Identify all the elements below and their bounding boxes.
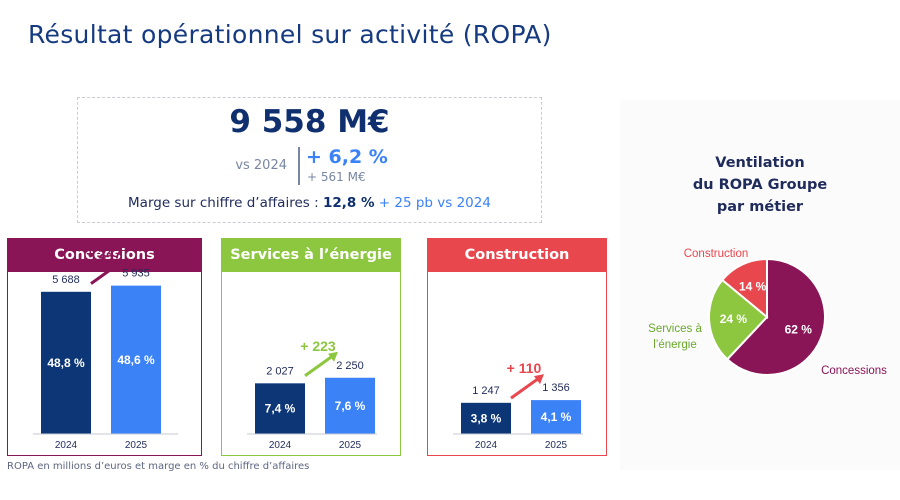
kpi-margin: Marge sur chiffre d’affaires : 12,8 % + … (78, 195, 541, 211)
pie-title-line: par métier (716, 199, 804, 215)
kpi-divider (298, 147, 300, 185)
value-label: 5 935 (122, 268, 150, 280)
slice-label: Concessions (821, 365, 887, 377)
growth-arrow (90, 262, 120, 285)
margin-label: 7,4 % (265, 402, 296, 416)
category-label: 2025 (125, 440, 148, 451)
slice-value-label: 24 % (720, 312, 748, 326)
change-label: + 110 (507, 360, 542, 376)
growth-arrow-head (328, 351, 338, 362)
growth-arrow (304, 354, 334, 377)
panel-concessions: Concessions 5 688 48,8 % 2024 5 935 48,6 % 20… (7, 238, 202, 456)
category-label: 2025 (339, 440, 362, 451)
bar-2025 (531, 400, 581, 434)
pie-slice (725, 257, 826, 376)
slice-value-label: 62 % (785, 322, 813, 336)
slice-value-label: 14 % (739, 280, 767, 294)
page-title: Résultat opérationnel sur activité (ROPA… (28, 20, 552, 49)
value-label: 1 247 (472, 385, 500, 397)
bar-chart-concessions: 5 688 48,8 % 2024 5 935 48,6 % 2025 + 247 (33, 246, 178, 451)
value-label: 2 250 (336, 360, 364, 372)
kpi-main-value: 9 558 M€ (229, 104, 390, 140)
panel-services: Services à l’énergie 2 027 7,4 % 2024 2 250… (221, 238, 401, 456)
margin-label: 7,6 % (335, 399, 366, 413)
bar-2024 (255, 383, 305, 434)
pie-title-line: Ventilation (715, 155, 805, 171)
category-label: 2025 (545, 440, 568, 451)
kpi-margin-label: Marge sur chiffre d’affaires : (128, 195, 323, 211)
panel-title: Concessions (8, 239, 201, 272)
bar-2025 (111, 285, 161, 434)
category-label: 2024 (475, 440, 498, 451)
value-label: 1 356 (542, 382, 570, 394)
pie-chart: 62 % 24 % 14 % Concessions Services à l’énerg… (648, 248, 887, 377)
kpi-margin-value: 12,8 % (322, 195, 375, 211)
slice-label: Construction (684, 248, 749, 260)
category-label: 2024 (269, 440, 292, 451)
bar-chart-construction: 1 247 3,8 % 2024 1 356 4,1 % 2025 + 110 (453, 360, 583, 451)
bar-2025 (325, 377, 375, 434)
panel-title: Construction (428, 239, 606, 272)
pie-slice (708, 278, 769, 361)
category-label: 2024 (55, 440, 78, 451)
change-label: + 247 (86, 246, 122, 262)
slice-label: Services à (648, 323, 702, 335)
value-label: 2 027 (266, 365, 294, 377)
panel-construction: Construction 1 247 3,8 % 2024 1 356 4,1 % 202… (427, 238, 607, 456)
footnote: ROPA en millions d’euros et marge en % d… (7, 461, 310, 472)
panel-title: Services à l’énergie (222, 239, 400, 272)
bar-2024 (41, 291, 91, 434)
bar-2024 (461, 402, 511, 434)
growth-arrow-head (114, 259, 124, 270)
kpi-abs-change: + 561 M€ (307, 170, 366, 184)
pie-title-line: du ROPA Groupe (692, 177, 828, 193)
kpi-vs-label: vs 2024 (235, 158, 287, 173)
kpi-box: 9 558 M€ vs 2024 + 6,2 % + 561 M€ Marge … (77, 97, 542, 223)
margin-label: 48,8 % (47, 356, 85, 370)
value-label: 5 688 (52, 274, 80, 286)
margin-label: 4,1 % (541, 410, 572, 424)
margin-label: 48,6 % (117, 353, 155, 367)
slice-label: l’énergie (653, 339, 696, 351)
change-label: + 223 (300, 338, 336, 354)
pie-slice (720, 257, 768, 320)
pie-title: Ventilation du ROPA Groupe par métier (620, 152, 900, 218)
kpi-pct-change: + 6,2 % (306, 146, 388, 168)
growth-arrow (510, 376, 540, 400)
kpi-margin-delta: + 25 pb vs 2024 (374, 195, 491, 211)
bar-chart-services: 2 027 7,4 % 2024 2 250 7,6 % 2025 + 223 (247, 338, 377, 451)
growth-arrow-head (534, 374, 544, 385)
pie-section: Ventilation du ROPA Groupe par métier 62… (620, 100, 900, 470)
margin-label: 3,8 % (471, 411, 502, 425)
